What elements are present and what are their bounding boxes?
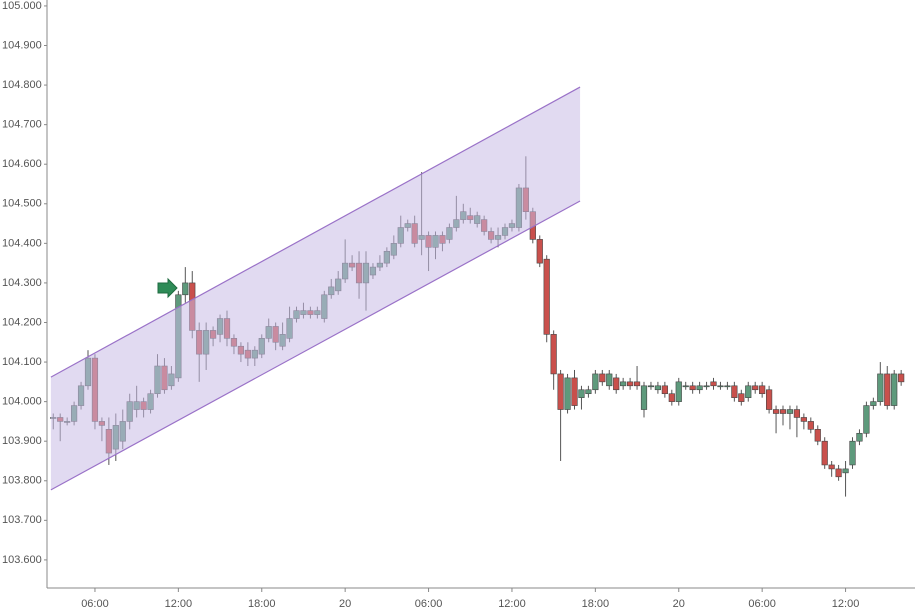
x-tick-label: 12:00: [165, 598, 193, 610]
candle-body: [710, 381, 717, 387]
y-tick-label: 104.900: [2, 39, 42, 51]
candle-body: [633, 381, 641, 387]
candle-body: [877, 373, 884, 402]
candle-body: [731, 385, 738, 398]
candle-body: [898, 373, 905, 383]
candle-body: [835, 468, 842, 478]
y-tick-label: 103.800: [2, 475, 42, 487]
y-tick-label: 104.700: [2, 119, 42, 131]
candle-body: [599, 373, 606, 383]
candle-body: [884, 373, 891, 406]
candle-body: [675, 381, 682, 402]
x-tick-label: 12:00: [498, 598, 526, 610]
candle-body: [752, 385, 759, 391]
y-tick-label: 104.200: [2, 316, 42, 328]
x-tick-label: 06:00: [81, 598, 109, 610]
candle-body: [578, 389, 585, 398]
candle-body: [550, 334, 557, 375]
candle-body: [647, 385, 655, 388]
x-tick-label: 20: [339, 598, 351, 610]
x-tick-label: 18:00: [582, 598, 610, 610]
y-tick-label: 105.000: [2, 0, 42, 12]
candle-body: [856, 432, 863, 442]
candle-body: [620, 381, 627, 387]
candle-body: [828, 464, 835, 470]
y-tick-label: 104.300: [2, 277, 42, 289]
plot: [50, 86, 905, 497]
candle-body: [779, 409, 787, 414]
candle-body: [571, 377, 578, 406]
channel-lower: [50, 200, 581, 491]
candle-body: [627, 381, 634, 387]
x-tick-label: 06:00: [748, 598, 776, 610]
candle-body: [793, 409, 801, 418]
candle-body: [786, 409, 794, 414]
candle-body: [745, 385, 752, 398]
candle-body: [772, 409, 780, 414]
candle-body: [724, 385, 731, 388]
candle-body: [759, 385, 766, 395]
signal-arrow: [157, 277, 178, 299]
y-tick-label: 104.000: [2, 396, 42, 408]
candle-body: [592, 373, 599, 391]
channel-area: [50, 87, 581, 490]
candle-body: [613, 377, 620, 391]
candle-body: [585, 389, 592, 395]
candle-body: [696, 385, 703, 391]
x-tick-label: 12:00: [832, 598, 860, 610]
candle-body: [821, 440, 828, 466]
x-tick-label: 18:00: [248, 598, 276, 610]
candle-body: [654, 385, 662, 391]
candle-body: [800, 417, 807, 422]
y-tick-label: 103.600: [2, 554, 42, 566]
candle-body: [668, 393, 675, 402]
candle-body: [717, 385, 724, 388]
candle-body: [738, 393, 745, 402]
candle-body: [536, 239, 543, 264]
candle-body: [661, 385, 668, 395]
y-tick-label: 103.700: [2, 514, 42, 526]
channel-upper: [50, 86, 581, 378]
x-tick-label: 20: [673, 598, 685, 610]
x-tick-label: 06:00: [415, 598, 443, 610]
candle-body: [849, 440, 856, 466]
y-tick-label: 104.400: [2, 237, 42, 249]
candle-body: [606, 373, 613, 387]
candle-body: [682, 385, 689, 388]
y-tick-label: 104.600: [2, 158, 42, 170]
candle-body: [703, 385, 710, 388]
y-tick-label: 103.900: [2, 435, 42, 447]
candle-body: [557, 373, 564, 410]
candle-body: [543, 258, 550, 335]
candle-body: [564, 377, 571, 410]
candle-body: [863, 405, 870, 434]
candle-body: [891, 373, 898, 406]
candle-body: [640, 385, 648, 410]
y-tick-label: 104.800: [2, 79, 42, 91]
candle-body: [807, 421, 814, 430]
candle-body: [182, 282, 189, 296]
candle-body: [814, 429, 821, 442]
candle-body: [870, 401, 877, 406]
y-tick-label: 104.100: [2, 356, 42, 368]
candle-body: [842, 468, 849, 474]
candle-body: [689, 385, 696, 391]
y-tick-label: 104.500: [2, 198, 42, 210]
candle-body: [766, 389, 773, 410]
